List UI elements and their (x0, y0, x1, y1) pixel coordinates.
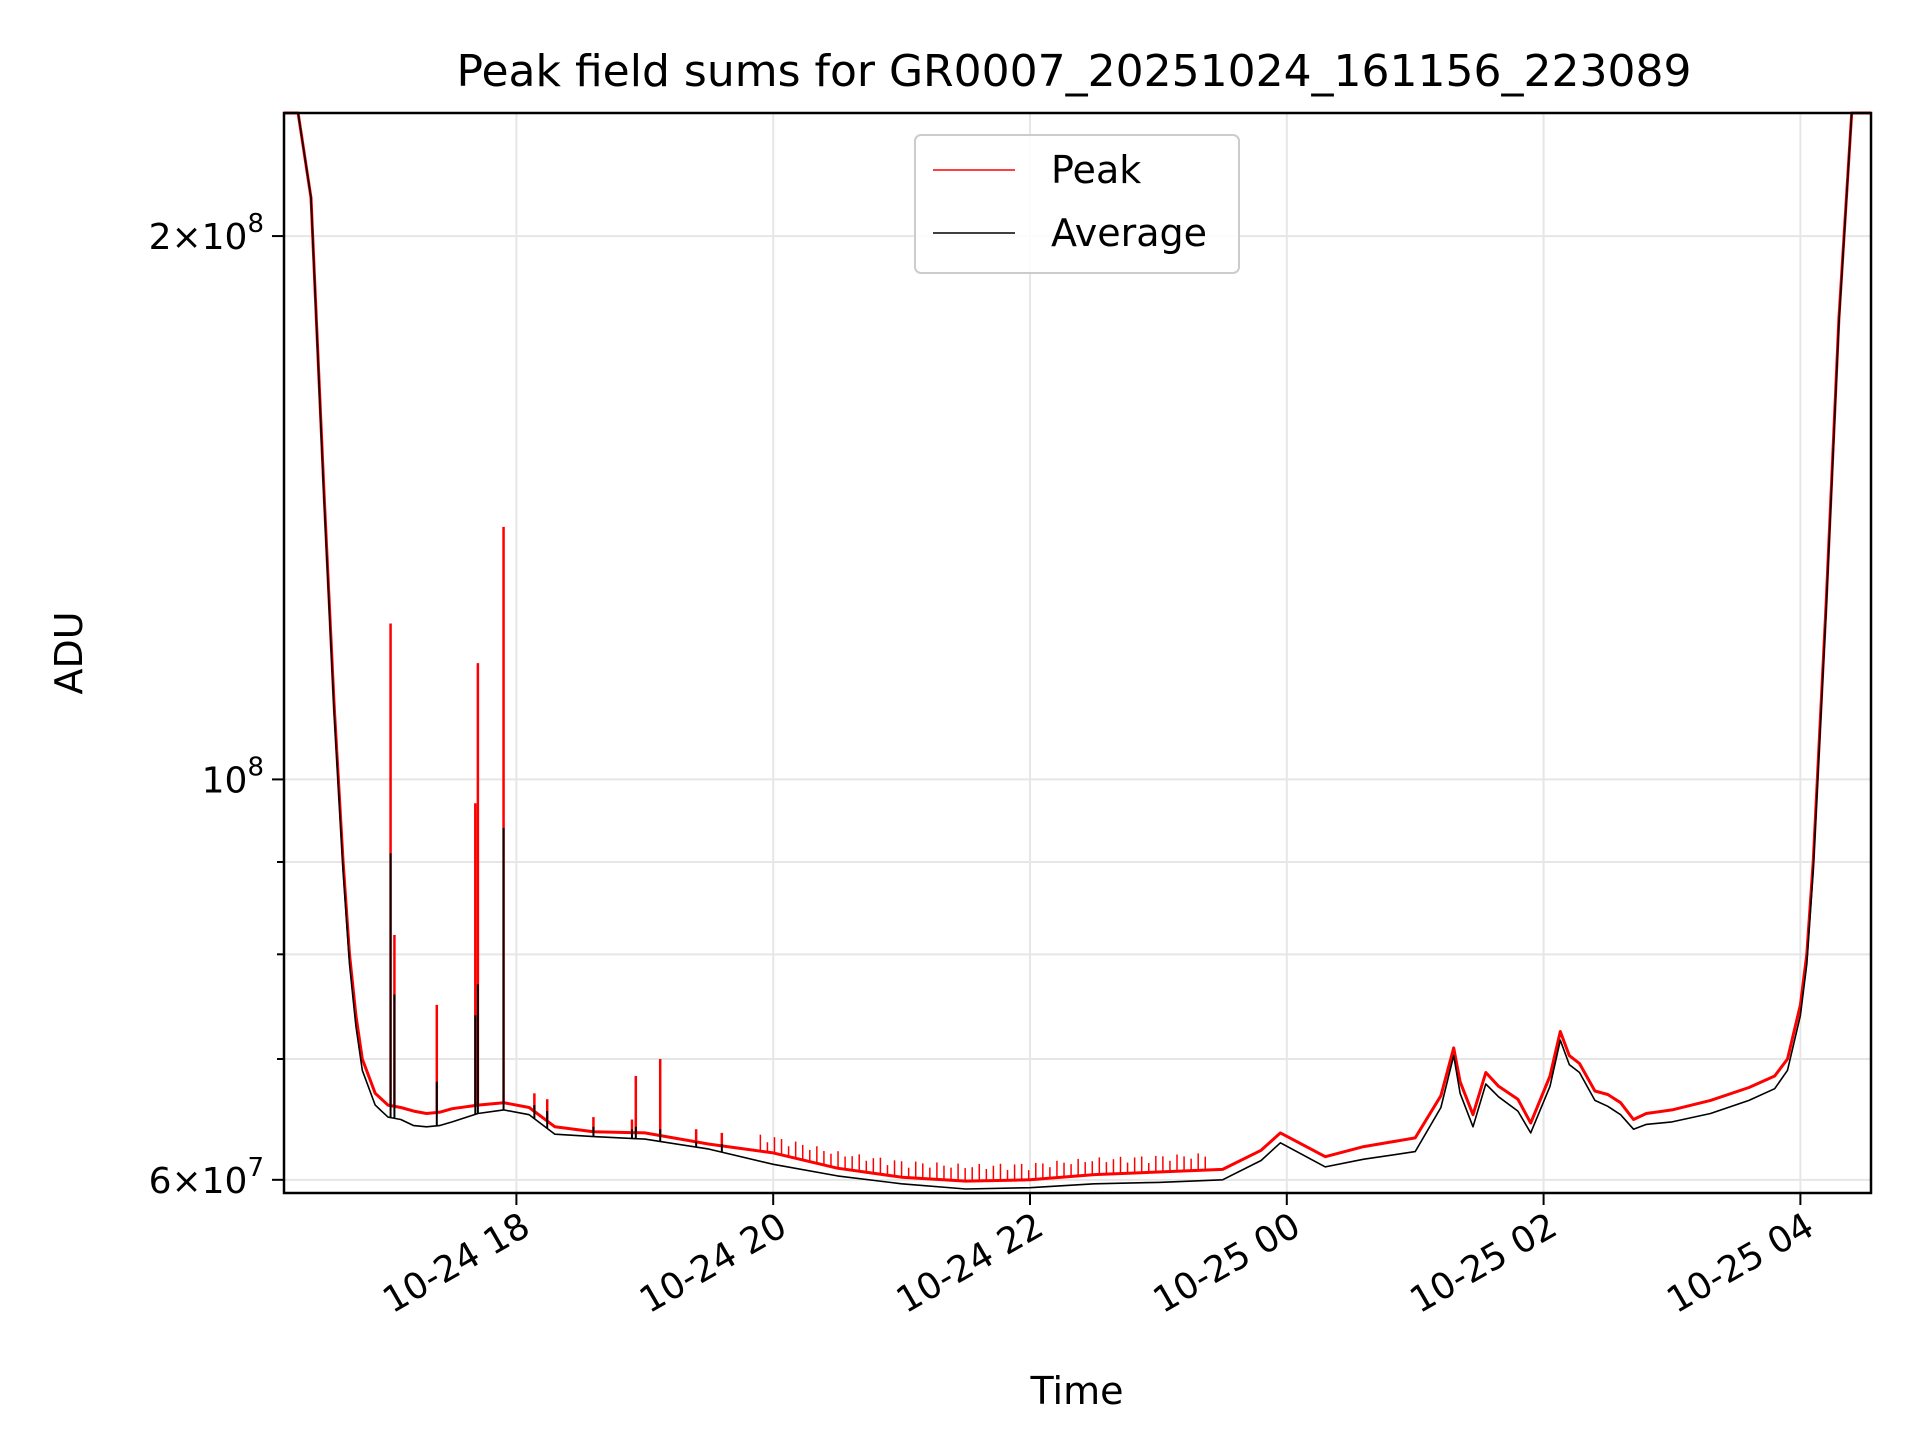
y-tick-label: 6×107 (149, 1153, 264, 1202)
legend-average-label: Average (1051, 211, 1207, 255)
series-line-peak (284, 111, 1871, 1183)
x-tick-label: 10-25 04 (1660, 1205, 1821, 1321)
x-tick-label: 10-24 22 (890, 1205, 1051, 1321)
y-tick-mantissa: 6 (149, 1161, 172, 1202)
x-axis-label: Time (1030, 1369, 1124, 1413)
x-tick-label: 10-24 18 (376, 1205, 537, 1321)
y-tick-base: 10 (202, 217, 248, 258)
y-tick-base: 10 (202, 760, 248, 801)
y-tick-mantissa: 2 (149, 217, 172, 258)
x-tick-label: 10-24 20 (633, 1205, 794, 1321)
x-axis: 10-24 18 10-24 20 10-24 22 10-25 00 10-25 02… (376, 1193, 1821, 1322)
y-tick-label: 2×108 (149, 209, 264, 258)
y-tick-times: × (171, 1161, 201, 1202)
y-axis-label: ADU (47, 611, 91, 694)
y-tick-exponent: 7 (247, 1153, 264, 1183)
y-tick-base: 10 (202, 1161, 248, 1202)
legend-peak-label: Peak (1051, 148, 1141, 192)
chart-title: Peak field sums for GR0007_20251024_1611… (457, 46, 1692, 97)
series-line-average (284, 112, 1871, 1190)
x-tick-label: 10-25 00 (1147, 1205, 1308, 1321)
plot-frame (282, 111, 1873, 1195)
grid (284, 113, 1871, 1193)
legend: Peak Average (914, 134, 1240, 274)
x-tick-label: 10-25 02 (1403, 1205, 1564, 1321)
y-tick-exponent: 8 (247, 752, 264, 782)
plot-lines (284, 111, 1871, 1190)
y-tick-times: × (171, 217, 201, 258)
y-tick-label: 108 (202, 752, 264, 801)
y-tick-exponent: 8 (247, 209, 264, 239)
